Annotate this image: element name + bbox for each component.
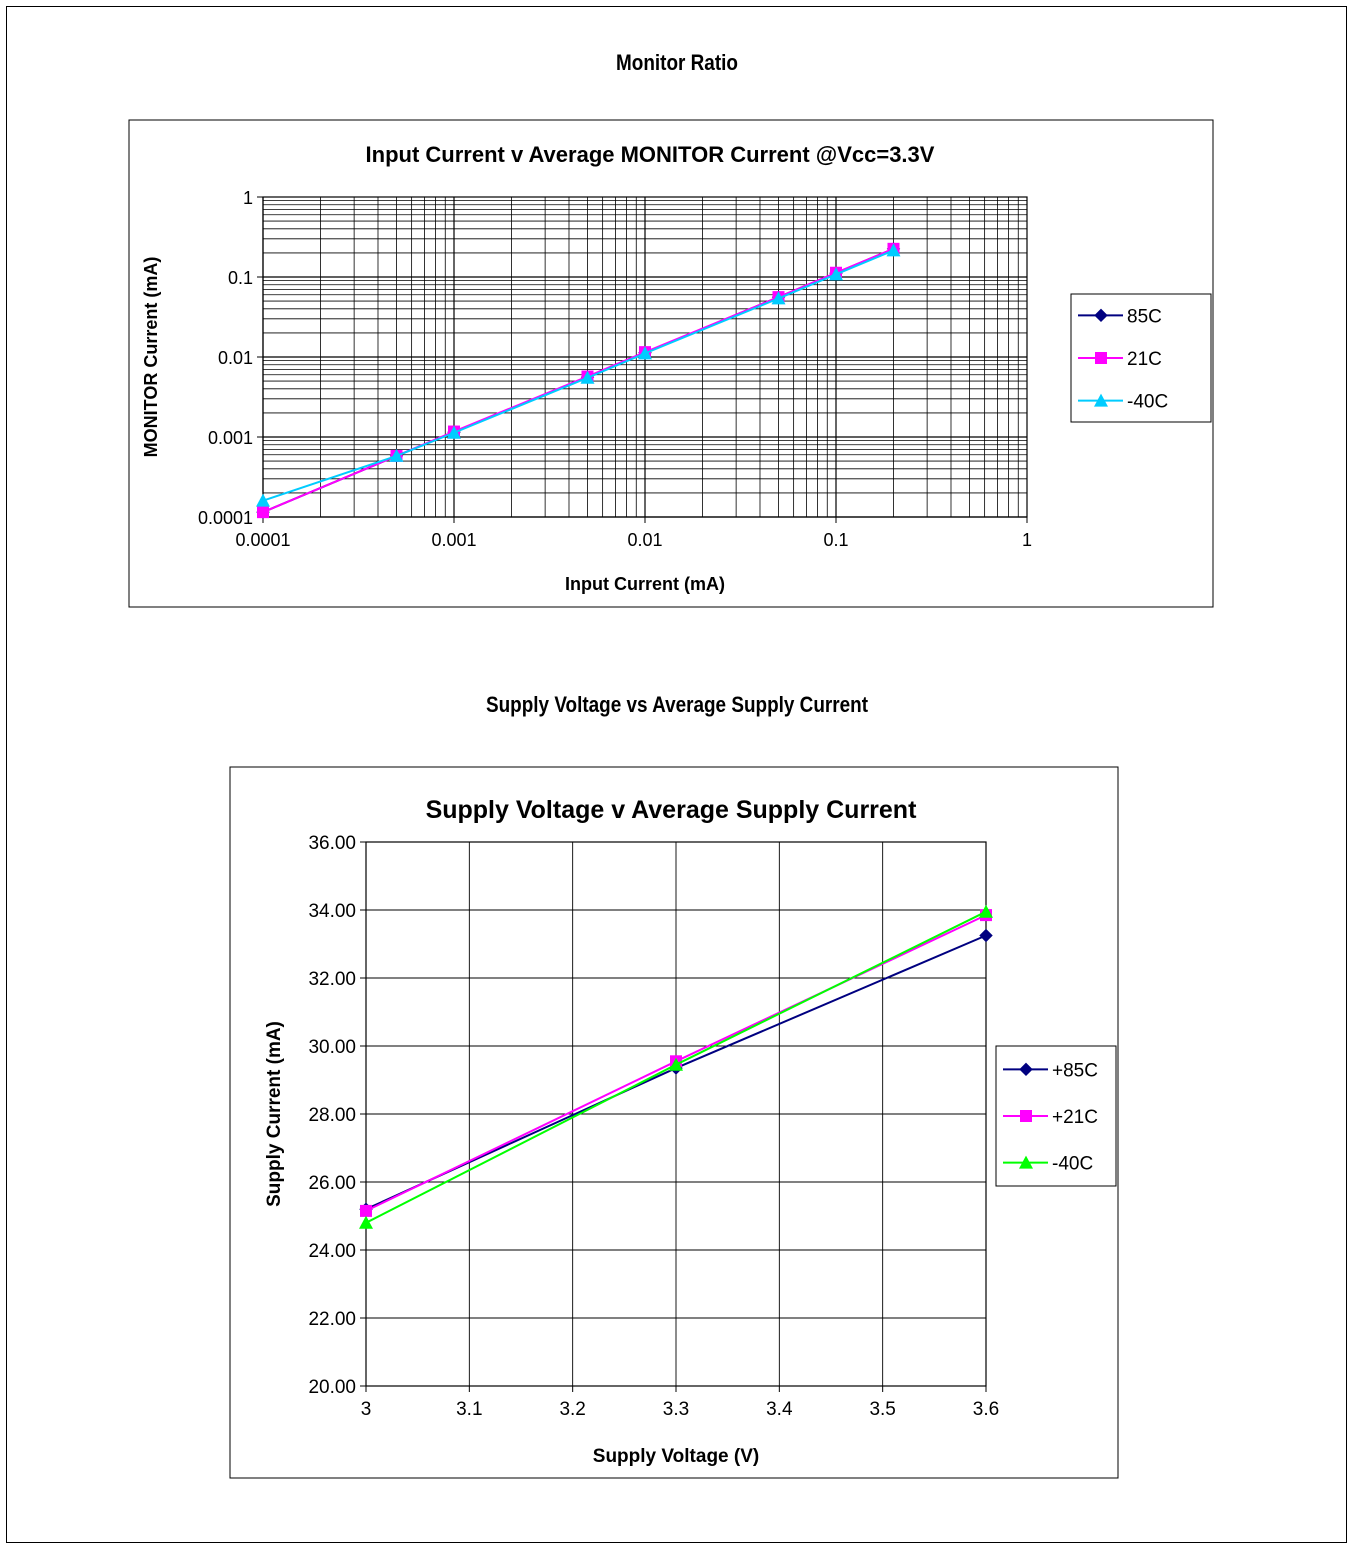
x-tick-label: 0.0001 (235, 530, 290, 550)
x-tick-label: 3 (361, 1399, 372, 1420)
legend-label: +21C (1052, 1107, 1098, 1128)
y-tick-label: 0.01 (218, 348, 253, 368)
x-axis-label: Supply Voltage (V) (593, 1446, 759, 1467)
chart-title: Supply Voltage v Average Supply Current (426, 796, 918, 824)
chart-frame (128, 119, 1214, 608)
y-tick-label: 0.1 (228, 268, 253, 288)
data-point (771, 291, 786, 305)
y-tick-label: 1 (243, 188, 253, 208)
x-tick-label: 3.3 (663, 1399, 689, 1420)
y-tick-label: 22.00 (308, 1309, 356, 1330)
y-tick-label: 34.00 (308, 901, 356, 922)
x-tick-label: 3.4 (766, 1399, 793, 1420)
legend-marker (1095, 352, 1107, 364)
y-axis-label: MONITOR Current (mA) (141, 257, 161, 458)
chart-frame (229, 766, 1119, 1479)
y-tick-label: 0.001 (208, 428, 253, 448)
data-point (389, 448, 404, 462)
legend-label: -40C (1052, 1154, 1093, 1175)
legend-marker (1094, 308, 1108, 323)
legend-marker (1094, 393, 1108, 407)
legend-marker (1019, 1155, 1033, 1169)
data-point (979, 928, 993, 943)
y-tick-label: 28.00 (308, 1105, 356, 1126)
y-tick-label: 24.00 (308, 1241, 356, 1262)
x-tick-label: 3.5 (869, 1399, 895, 1420)
legend-marker (1020, 1110, 1032, 1122)
x-tick-label: 0.1 (823, 530, 848, 550)
y-tick-label: 32.00 (308, 969, 356, 990)
data-point (979, 904, 993, 918)
x-tick-label: 3.2 (559, 1399, 585, 1420)
series-line (262, 249, 894, 502)
legend-label: 85C (1127, 306, 1162, 327)
section-title-supply-voltage: Supply Voltage vs Average Supply Current (485, 692, 869, 717)
y-tick-label: 20.00 (308, 1377, 356, 1398)
data-point (829, 267, 843, 281)
x-tick-label: 3.6 (973, 1399, 999, 1420)
x-tick-label: 0.01 (627, 530, 662, 550)
legend-label: +85C (1052, 1060, 1098, 1081)
data-point (886, 243, 901, 257)
legend-label: -40C (1127, 392, 1168, 413)
x-tick-label: 1 (1022, 530, 1032, 550)
data-point (359, 1215, 373, 1229)
page-frame (6, 6, 1347, 1543)
x-tick-label: 3.1 (456, 1399, 482, 1420)
x-axis-label: Input Current (mA) (565, 574, 725, 594)
chart-title: Input Current v Average MONITOR Current … (366, 142, 935, 167)
data-point (447, 425, 461, 439)
y-tick-label: 36.00 (308, 833, 356, 854)
section-title-monitor-ratio: Monitor Ratio (616, 50, 738, 75)
y-axis-label: Supply Current (mA) (264, 1021, 285, 1207)
y-tick-label: 30.00 (308, 1037, 356, 1058)
y-tick-label: 0.0001 (198, 508, 253, 528)
data-point (257, 506, 269, 519)
x-tick-label: 0.001 (431, 530, 476, 550)
data-point (669, 1057, 683, 1071)
y-tick-label: 26.00 (308, 1173, 356, 1194)
data-point (580, 370, 595, 384)
data-point (638, 346, 652, 360)
monitor-ratio-chart: Input Current v Average MONITOR Current … (128, 119, 1214, 608)
data-point (360, 1204, 372, 1217)
legend-label: 21C (1127, 349, 1162, 370)
legend-marker (1019, 1062, 1033, 1077)
data-point (256, 493, 270, 507)
